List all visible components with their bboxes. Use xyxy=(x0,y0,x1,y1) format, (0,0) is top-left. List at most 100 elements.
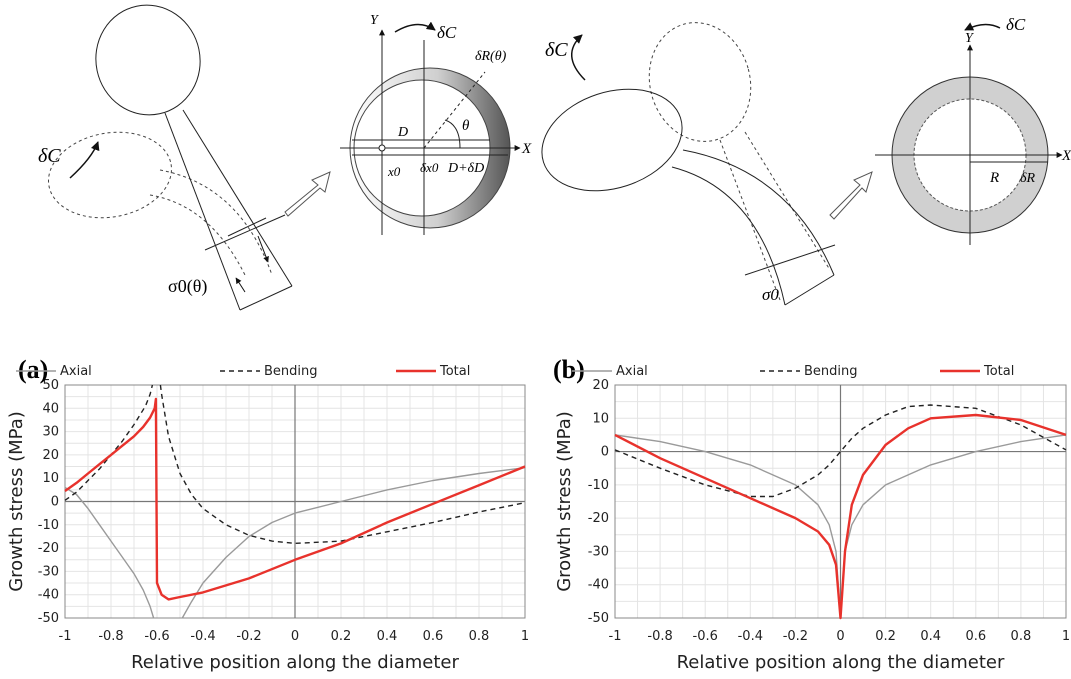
y-tick-label: -50 xyxy=(38,611,59,626)
series-line-axial xyxy=(181,467,526,619)
y-tick-label: 0 xyxy=(601,445,609,460)
x-tick-label: -0.6 xyxy=(144,629,169,644)
y-tick-label: 30 xyxy=(42,425,59,440)
left-cross-section: Y X δC δR(θ) D θ D+δD x0 δx0 xyxy=(340,13,532,235)
trunk-right-edge xyxy=(182,109,293,287)
y-tick-label: 20 xyxy=(42,448,59,463)
cut-plane-line xyxy=(744,244,836,276)
right-cross-section: Y X δC R δR xyxy=(875,15,1071,245)
y-axis-label: Y xyxy=(370,13,380,28)
rotation-arrow xyxy=(69,141,100,179)
panel-label: (b) xyxy=(553,355,585,384)
stress-label: σ0 xyxy=(762,285,779,304)
trunk-left-edge xyxy=(164,112,241,311)
trunk-base xyxy=(239,285,293,311)
y-tick-label: 50 xyxy=(42,378,59,393)
x-axis-title: Relative position along the diameter xyxy=(131,652,459,673)
x-tick-label: 1 xyxy=(521,629,529,644)
series-line-total xyxy=(64,397,526,601)
stress-arrow-left xyxy=(235,277,246,293)
series-line-total xyxy=(614,413,1067,620)
y-axis-title: Growth stress (MPa) xyxy=(6,411,27,592)
y-tick-label: 0 xyxy=(51,495,59,510)
theta-arc xyxy=(444,119,461,149)
x-tick-label: 0.6 xyxy=(423,629,444,644)
stress-arrow-right xyxy=(257,235,269,263)
y-tick-label: -20 xyxy=(588,511,609,526)
series-line-axial xyxy=(64,486,155,619)
y-tick-label: -40 xyxy=(38,588,59,603)
origin-dot xyxy=(378,144,386,152)
series-line-bending xyxy=(64,384,154,501)
y-tick-label: -10 xyxy=(38,518,59,533)
section-rotation-label: δC xyxy=(437,23,457,42)
x-tick-label: 0.8 xyxy=(1011,629,1032,644)
section-rotation-arrow xyxy=(964,22,1001,31)
legend-label: Axial xyxy=(60,364,92,379)
x-tick-label: 0.2 xyxy=(331,629,352,644)
x-axis-label: X xyxy=(521,141,532,157)
x-tick-label: -0.4 xyxy=(190,629,215,644)
crown-outline xyxy=(95,4,201,116)
chart-b: -1 -0.8 -0.6 -0.4 -0.2 0 0.2 0.4 0.6 0.8 1 -50 -40 -3… xyxy=(553,355,1070,673)
x-tick-label: 0.2 xyxy=(875,629,896,644)
legend-label: Bending xyxy=(264,364,318,379)
delta-r-label: δR xyxy=(1020,171,1036,186)
legend-label: Bending xyxy=(804,364,858,379)
x-tick-label: 0.6 xyxy=(965,629,986,644)
delta-r-label: δR(θ) xyxy=(475,49,507,64)
crown-outline xyxy=(541,88,683,192)
y-tick-label: 10 xyxy=(592,411,609,426)
original-trunk-right xyxy=(744,131,831,271)
original-crown-outline xyxy=(648,22,752,142)
x-tick-label: 0.4 xyxy=(920,629,941,644)
original-crown-outline xyxy=(48,131,172,219)
x-tick-label: -0.4 xyxy=(738,629,763,644)
y-tick-label: -10 xyxy=(588,478,609,493)
x-tick-label: 0.4 xyxy=(377,629,398,644)
d-label: D xyxy=(397,125,408,140)
trunk-right-edge xyxy=(682,149,835,276)
x-tick-label: 0.8 xyxy=(469,629,490,644)
legend-label: Axial xyxy=(616,364,648,379)
section-rotation-label: δC xyxy=(1006,15,1026,34)
r-label: R xyxy=(989,170,999,186)
stress-label: σ0(θ) xyxy=(168,276,207,297)
x-tick-label: -0.8 xyxy=(98,629,123,644)
original-trunk-left xyxy=(149,194,246,276)
chart-a: -1 -0.8 -0.6 -0.4 -0.2 0 0.2 0.4 0.6 0.8 1 -50 -40 -3… xyxy=(6,355,529,673)
left-tree-diagram: δC σ0(θ) xyxy=(38,4,293,311)
x-tick-label: 1 xyxy=(1062,629,1070,644)
y-tick-label: -50 xyxy=(588,611,609,626)
hollow-arrow-left xyxy=(284,171,331,217)
x0-label: x0 xyxy=(387,164,401,179)
dplus-label: D+δD xyxy=(447,161,484,176)
y-tick-label: -30 xyxy=(588,544,609,559)
y-tick-label: -30 xyxy=(38,564,59,579)
rotation-label: δC xyxy=(545,39,568,61)
x-tick-label: 0 xyxy=(836,629,844,644)
section-rotation-arrow xyxy=(394,21,436,33)
x-axis-title: Relative position along the diameter xyxy=(677,652,1005,673)
cut-plane-line xyxy=(204,214,286,251)
y-tick-label: 20 xyxy=(592,378,609,393)
y-tick-label: -20 xyxy=(38,541,59,556)
panel-label: (a) xyxy=(18,355,48,384)
x-tick-label: -1 xyxy=(609,629,622,644)
x-tick-label: -0.2 xyxy=(236,629,261,644)
y-axis-title: Growth stress (MPa) xyxy=(554,411,575,592)
y-tick-label: -40 xyxy=(588,578,609,593)
y-tick-label: 40 xyxy=(42,401,59,416)
x-tick-label: -0.6 xyxy=(693,629,718,644)
original-trunk-right xyxy=(159,169,273,276)
rotation-label: δC xyxy=(38,145,61,167)
x-tick-label: -0.8 xyxy=(647,629,672,644)
x-axis-label: X xyxy=(1061,148,1071,164)
section-line xyxy=(227,217,267,237)
y-tick-label: 10 xyxy=(42,471,59,486)
dx0-label: δx0 xyxy=(420,160,439,175)
y-axis-label: Y xyxy=(965,31,975,46)
series-line-bending xyxy=(159,384,526,545)
legend-label: Total xyxy=(983,364,1014,379)
